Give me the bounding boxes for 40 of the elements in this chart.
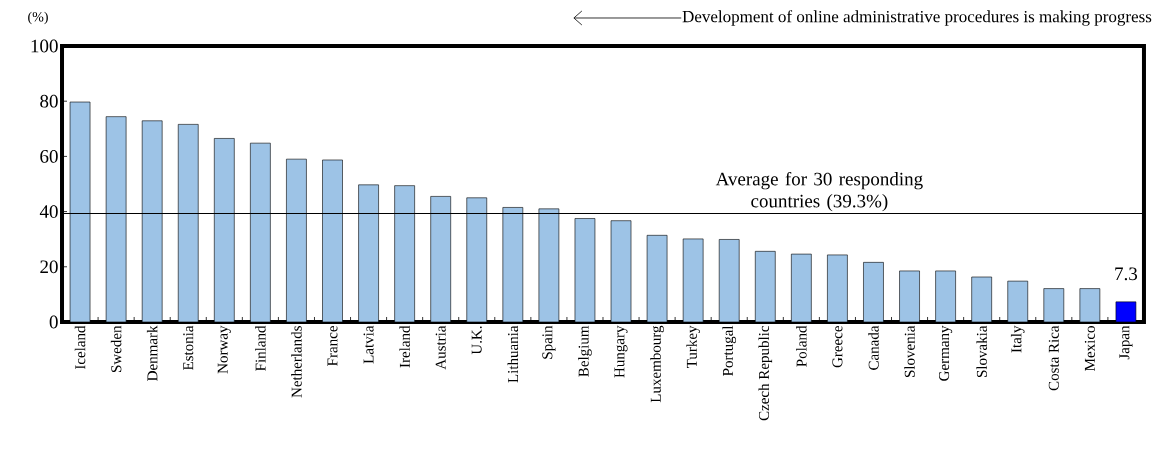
y-tick-label: 0 <box>49 315 58 329</box>
x-tick-label: Denmark <box>146 325 158 381</box>
text: Development of online administrative procedures is making progress <box>682 10 1152 26</box>
ref-line-label: Average for 30 responding countries (39.3%) <box>715 171 923 212</box>
x-tick-label: Slovakia <box>976 325 987 378</box>
x-tick-label: Austria <box>435 325 446 370</box>
x-tick-label: Ireland <box>399 325 410 368</box>
x-tick-label: Finland <box>255 325 266 371</box>
y-tick-label: 60 <box>40 149 58 163</box>
y-tick-label: 80 <box>40 94 58 108</box>
y-tick-label: 20 <box>40 260 58 274</box>
x-tick-label: Czech Republic <box>758 325 773 421</box>
x-tick-label: U.K. <box>471 326 482 355</box>
x-tick-label: Germany <box>939 325 953 381</box>
x-tick-label: France <box>327 326 338 366</box>
x-tick-label: Italy <box>1010 325 1025 353</box>
x-tick-label: Latvia <box>363 325 374 364</box>
x-tick-label: Slovenia <box>904 325 915 378</box>
y-tick-label: 100 <box>31 39 58 53</box>
data-label: 7.3 <box>1115 267 1138 281</box>
x-tick-label: Canada <box>868 325 879 370</box>
x-tick-label: Greece <box>832 326 843 368</box>
x-tick-label: Mexico <box>1084 326 1095 371</box>
x-tick-label: Belgium <box>578 325 592 377</box>
x-tick-label: Spain <box>542 325 556 359</box>
x-tick-label: Turkey <box>686 325 700 369</box>
x-tick-label: Costa Rica <box>1048 325 1059 391</box>
x-tick-label: Estonia <box>183 325 194 371</box>
x-tick-label: Luxembourg <box>650 325 664 403</box>
x-tick-label: Japan <box>1119 325 1133 360</box>
x-tick-label: Lithuania <box>507 325 519 383</box>
x-tick-label: Netherlands <box>291 326 302 398</box>
x-tick-label: Poland <box>796 325 807 367</box>
x-tick-label: Hungary <box>614 325 628 378</box>
x-tick-label: Portugal <box>722 325 737 376</box>
x-tick-label: Iceland <box>74 325 86 370</box>
x-tick-label: Norway <box>217 325 231 374</box>
y-tick-label: 40 <box>39 205 58 218</box>
x-tick-label: Sweden <box>110 325 122 373</box>
y-axis-title: (%) <box>28 11 48 25</box>
